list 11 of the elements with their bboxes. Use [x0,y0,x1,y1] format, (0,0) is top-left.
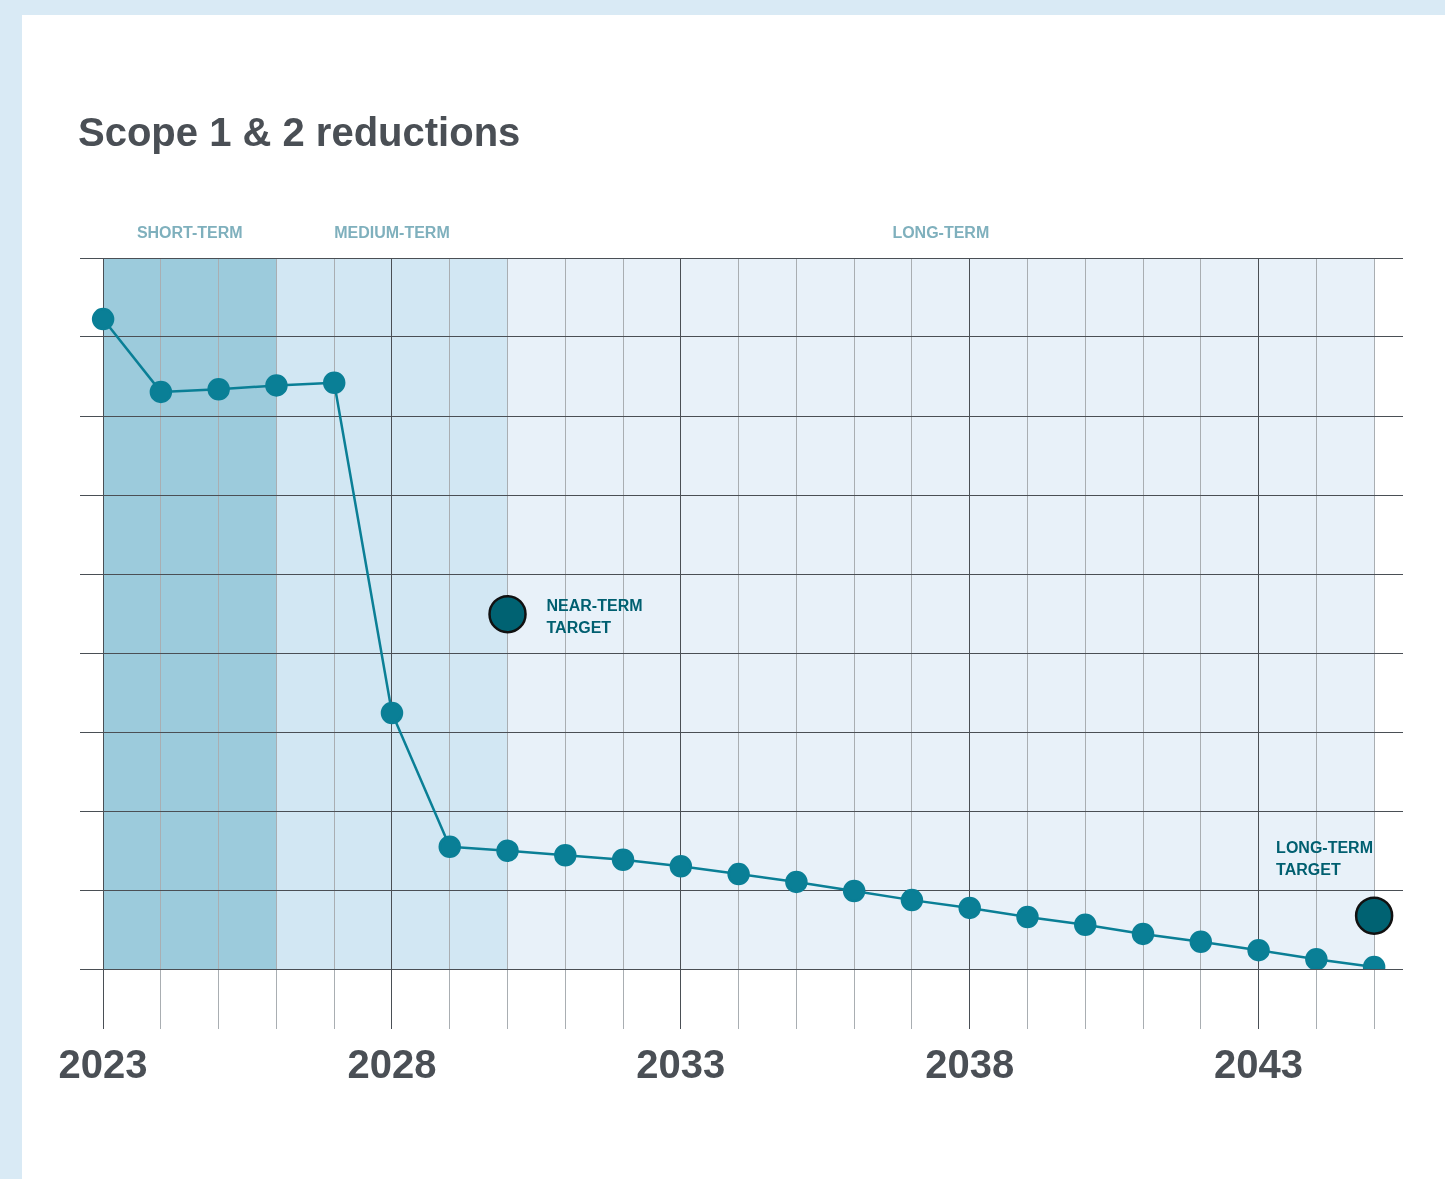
x-tick-label: 2038 [925,1042,1015,1087]
band-label: MEDIUM-TERM [334,224,450,242]
band-label: SHORT-TERM [136,224,243,242]
chart-title: Scope 1 & 2 reductions [78,110,521,155]
x-tick-label: 2033 [636,1042,726,1087]
x-tick-label: 2043 [1214,1042,1304,1087]
band-label: LONG-TERM [892,224,990,242]
x-tick-label: 2023 [58,1042,148,1087]
annotation: NEAR-TERM TARGET [546,596,643,636]
x-tick-label: 2028 [347,1042,437,1087]
annotation: LONG-TERM TARGET [1276,839,1373,879]
